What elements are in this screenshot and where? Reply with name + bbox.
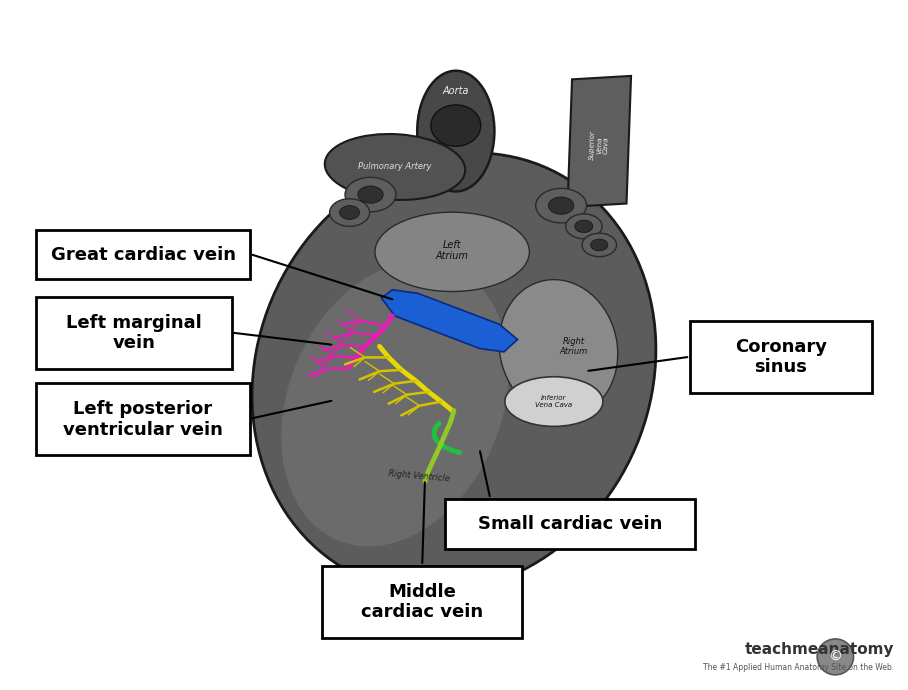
Text: Inferior
Vena Cava: Inferior Vena Cava bbox=[536, 395, 572, 408]
Polygon shape bbox=[381, 290, 518, 352]
Ellipse shape bbox=[817, 639, 854, 675]
FancyBboxPatch shape bbox=[322, 566, 522, 638]
Text: Middle
cardiac vein: Middle cardiac vein bbox=[361, 582, 483, 622]
Text: Right Ventricle: Right Ventricle bbox=[389, 469, 450, 483]
Ellipse shape bbox=[252, 153, 656, 592]
Text: Small cardiac vein: Small cardiac vein bbox=[478, 515, 662, 533]
Polygon shape bbox=[568, 76, 631, 207]
Ellipse shape bbox=[340, 206, 360, 219]
Ellipse shape bbox=[582, 233, 617, 257]
FancyBboxPatch shape bbox=[36, 297, 232, 369]
Ellipse shape bbox=[358, 186, 383, 204]
Ellipse shape bbox=[575, 220, 593, 233]
Ellipse shape bbox=[281, 261, 508, 546]
Text: teachmeanatomy: teachmeanatomy bbox=[745, 642, 894, 658]
Ellipse shape bbox=[566, 214, 602, 239]
Ellipse shape bbox=[345, 177, 396, 212]
FancyBboxPatch shape bbox=[36, 383, 250, 455]
Ellipse shape bbox=[325, 134, 465, 200]
Ellipse shape bbox=[499, 279, 617, 417]
Text: Superior
Vena
Cava: Superior Vena Cava bbox=[588, 130, 610, 160]
Text: Left posterior
ventricular vein: Left posterior ventricular vein bbox=[63, 400, 223, 439]
Text: ©: © bbox=[828, 650, 843, 664]
Ellipse shape bbox=[430, 105, 481, 146]
Text: Coronary
sinus: Coronary sinus bbox=[735, 337, 827, 377]
Ellipse shape bbox=[548, 197, 574, 215]
FancyBboxPatch shape bbox=[36, 230, 250, 279]
FancyBboxPatch shape bbox=[445, 499, 695, 549]
Ellipse shape bbox=[330, 199, 370, 226]
Ellipse shape bbox=[505, 377, 603, 426]
Ellipse shape bbox=[536, 188, 587, 223]
Text: Aorta: Aorta bbox=[442, 86, 469, 96]
Text: Great cardiac vein: Great cardiac vein bbox=[51, 246, 235, 264]
Text: Pulmonary Artery: Pulmonary Artery bbox=[359, 162, 431, 172]
Text: Right
Atrium: Right Atrium bbox=[559, 337, 588, 356]
Ellipse shape bbox=[375, 213, 529, 292]
Text: Left marginal
vein: Left marginal vein bbox=[66, 313, 202, 353]
FancyBboxPatch shape bbox=[690, 321, 872, 393]
Text: Left
Atrium: Left Atrium bbox=[436, 239, 469, 262]
Ellipse shape bbox=[417, 71, 494, 191]
Text: The #1 Applied Human Anatomy Site on the Web.: The #1 Applied Human Anatomy Site on the… bbox=[704, 662, 894, 672]
Ellipse shape bbox=[591, 239, 608, 251]
